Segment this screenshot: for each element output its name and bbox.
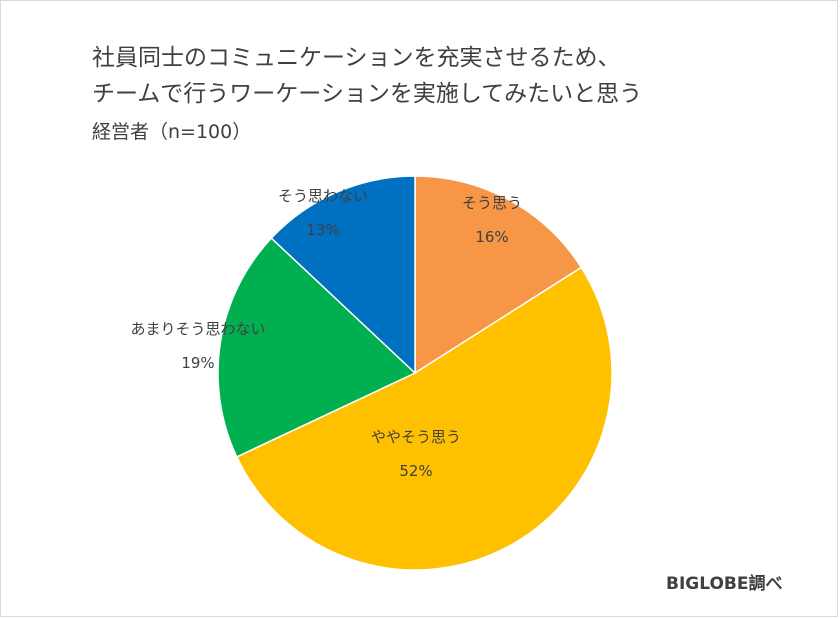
slice-value-label-2: 52% <box>399 462 432 480</box>
slice-value-label-3: 19% <box>181 354 214 372</box>
slice-category-label-4: そう思わない <box>278 187 368 205</box>
pie-slice-3 <box>217 237 417 458</box>
pie-slice-4 <box>270 175 416 375</box>
slice-value-label-1: 16% <box>475 228 508 246</box>
slice-value-label-4: 13% <box>306 221 339 239</box>
slice-category-label-1: そう思う <box>462 194 522 212</box>
slice-category-label-2: ややそう思う <box>371 428 461 446</box>
pie-slice-2 <box>235 266 613 571</box>
chart-title-line-2: チームで行うワーケーションを実施してみたいと思う <box>92 81 643 107</box>
chart-subtitle: 経営者（n=100） <box>92 121 252 143</box>
chart-title-line-1: 社員同士のコミュニケーションを充実させるため、 <box>92 45 621 71</box>
chart-title: 社員同士のコミュニケーションを充実させるため、 チームで行うワーケーションを実施… <box>92 40 642 112</box>
slice-category-label-3: あまりそう思わない <box>130 320 265 338</box>
source-credit: BIGLOBE調べ <box>666 574 783 594</box>
pie-slice-1 <box>414 175 583 375</box>
